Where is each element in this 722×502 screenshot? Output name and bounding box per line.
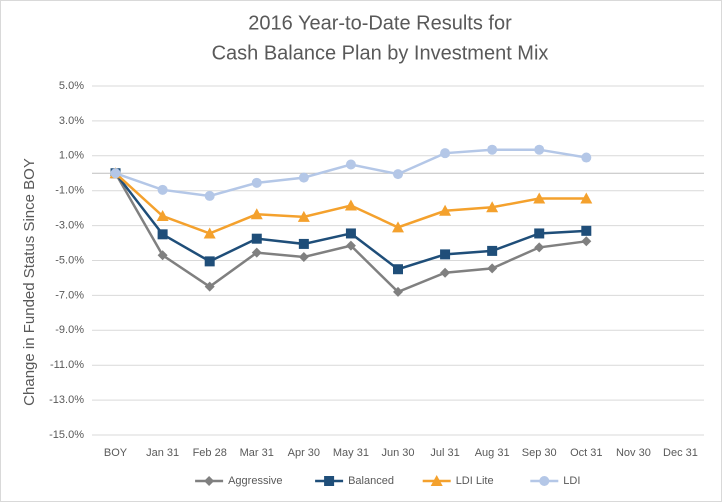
- marker: [392, 221, 404, 233]
- y-tick-label: -15.0%: [49, 429, 84, 441]
- marker: [203, 227, 216, 239]
- x-tick-label: Sep 30: [522, 447, 557, 459]
- marker: [204, 476, 215, 486]
- marker: [251, 233, 262, 244]
- marker: [534, 242, 545, 253]
- y-tick-label: 1.0%: [59, 150, 84, 162]
- marker: [157, 250, 168, 261]
- x-tick-label: Nov 30: [616, 447, 651, 459]
- marker: [156, 210, 169, 222]
- marker: [345, 159, 356, 170]
- marker: [204, 190, 215, 201]
- y-tick-label: -11.0%: [50, 359, 84, 371]
- x-tick-label: Jul 31: [430, 447, 459, 459]
- marker: [324, 476, 335, 486]
- y-tick-label: -7.0%: [55, 289, 84, 301]
- chart-title: Cash Balance Plan by Investment Mix: [212, 42, 549, 64]
- x-tick-label: Aug 31: [475, 447, 510, 459]
- marker: [157, 229, 168, 240]
- marker: [204, 281, 215, 292]
- marker: [439, 204, 452, 216]
- marker: [581, 236, 592, 247]
- marker: [345, 240, 356, 251]
- x-tick-label: Mar 31: [240, 447, 274, 459]
- marker: [533, 192, 546, 204]
- marker: [345, 228, 356, 239]
- y-tick-label: -1.0%: [55, 185, 84, 197]
- marker: [251, 177, 262, 188]
- marker: [580, 192, 593, 204]
- chart-title: 2016 Year-to-Date Results for: [248, 12, 512, 34]
- marker: [440, 148, 451, 159]
- marker: [487, 144, 498, 155]
- marker: [581, 152, 592, 163]
- marker: [393, 286, 403, 297]
- marker: [204, 256, 215, 267]
- y-tick-label: 5.0%: [59, 80, 84, 92]
- x-tick-label: May 31: [333, 447, 369, 459]
- legend-label: LDI: [563, 475, 580, 487]
- y-axis-title: Change in Funded Status Since BOY: [21, 158, 38, 406]
- marker: [534, 228, 545, 239]
- marker: [581, 225, 592, 236]
- marker: [393, 169, 403, 180]
- marker: [298, 252, 309, 263]
- legend-label: LDI Lite: [456, 475, 494, 487]
- marker: [344, 199, 357, 211]
- x-tick-label: Oct 31: [570, 447, 602, 459]
- x-tick-label: Dec 31: [663, 447, 698, 459]
- marker: [110, 168, 121, 179]
- x-tick-label: Feb 28: [193, 447, 227, 459]
- marker: [534, 144, 545, 155]
- y-tick-label: -3.0%: [55, 220, 84, 232]
- marker: [251, 247, 262, 258]
- x-tick-label: Jan 31: [146, 447, 179, 459]
- y-tick-label: -9.0%: [55, 324, 84, 336]
- y-tick-label: -5.0%: [55, 254, 84, 266]
- marker: [298, 172, 309, 183]
- marker: [393, 264, 403, 275]
- marker: [440, 267, 451, 278]
- marker: [430, 475, 443, 486]
- x-tick-label: BOY: [104, 447, 128, 459]
- x-tick-label: Apr 30: [288, 447, 320, 459]
- marker: [539, 476, 550, 486]
- marker: [487, 245, 498, 256]
- legend-label: Aggressive: [228, 475, 282, 487]
- marker: [297, 210, 310, 222]
- marker: [440, 249, 451, 260]
- marker: [487, 263, 498, 274]
- x-tick-label: Jun 30: [381, 447, 414, 459]
- y-tick-label: 3.0%: [59, 115, 84, 127]
- legend-label: Balanced: [348, 475, 394, 487]
- marker: [486, 201, 499, 213]
- marker: [298, 238, 309, 249]
- marker: [250, 208, 263, 220]
- y-tick-label: -13.0%: [49, 394, 84, 406]
- marker: [157, 184, 168, 195]
